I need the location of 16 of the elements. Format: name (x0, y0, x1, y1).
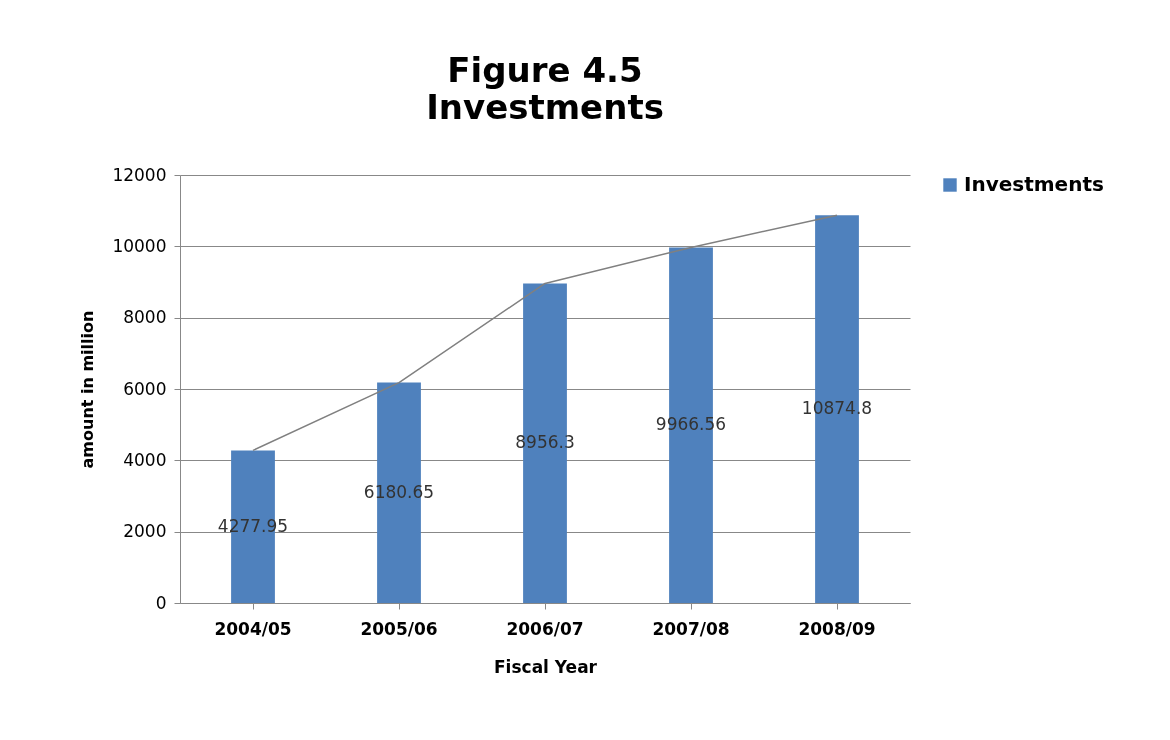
x-tick-label: 2005/06 (360, 618, 438, 639)
x-axis-title: Fiscal Year (494, 656, 598, 677)
y-tick-label: 6000 (123, 378, 167, 399)
x-tick-label: 2004/05 (214, 618, 292, 639)
y-tick-label: 4000 (123, 449, 167, 470)
x-tick-label: 2006/07 (506, 618, 584, 639)
y-tick-label: 12000 (112, 164, 167, 185)
legend-label: Investments (964, 172, 1104, 196)
y-tick-label: 10000 (112, 235, 167, 256)
chart-title: Figure 4.5 (447, 50, 643, 90)
y-axis-title: amount in million (78, 310, 98, 469)
y-tick-label: 8000 (123, 307, 167, 328)
y-tick-label: 0 (155, 592, 167, 613)
x-tick-label: 2007/08 (652, 618, 730, 639)
y-tick-label: 2000 (123, 521, 167, 542)
x-tick-label: 2008/09 (798, 618, 876, 639)
